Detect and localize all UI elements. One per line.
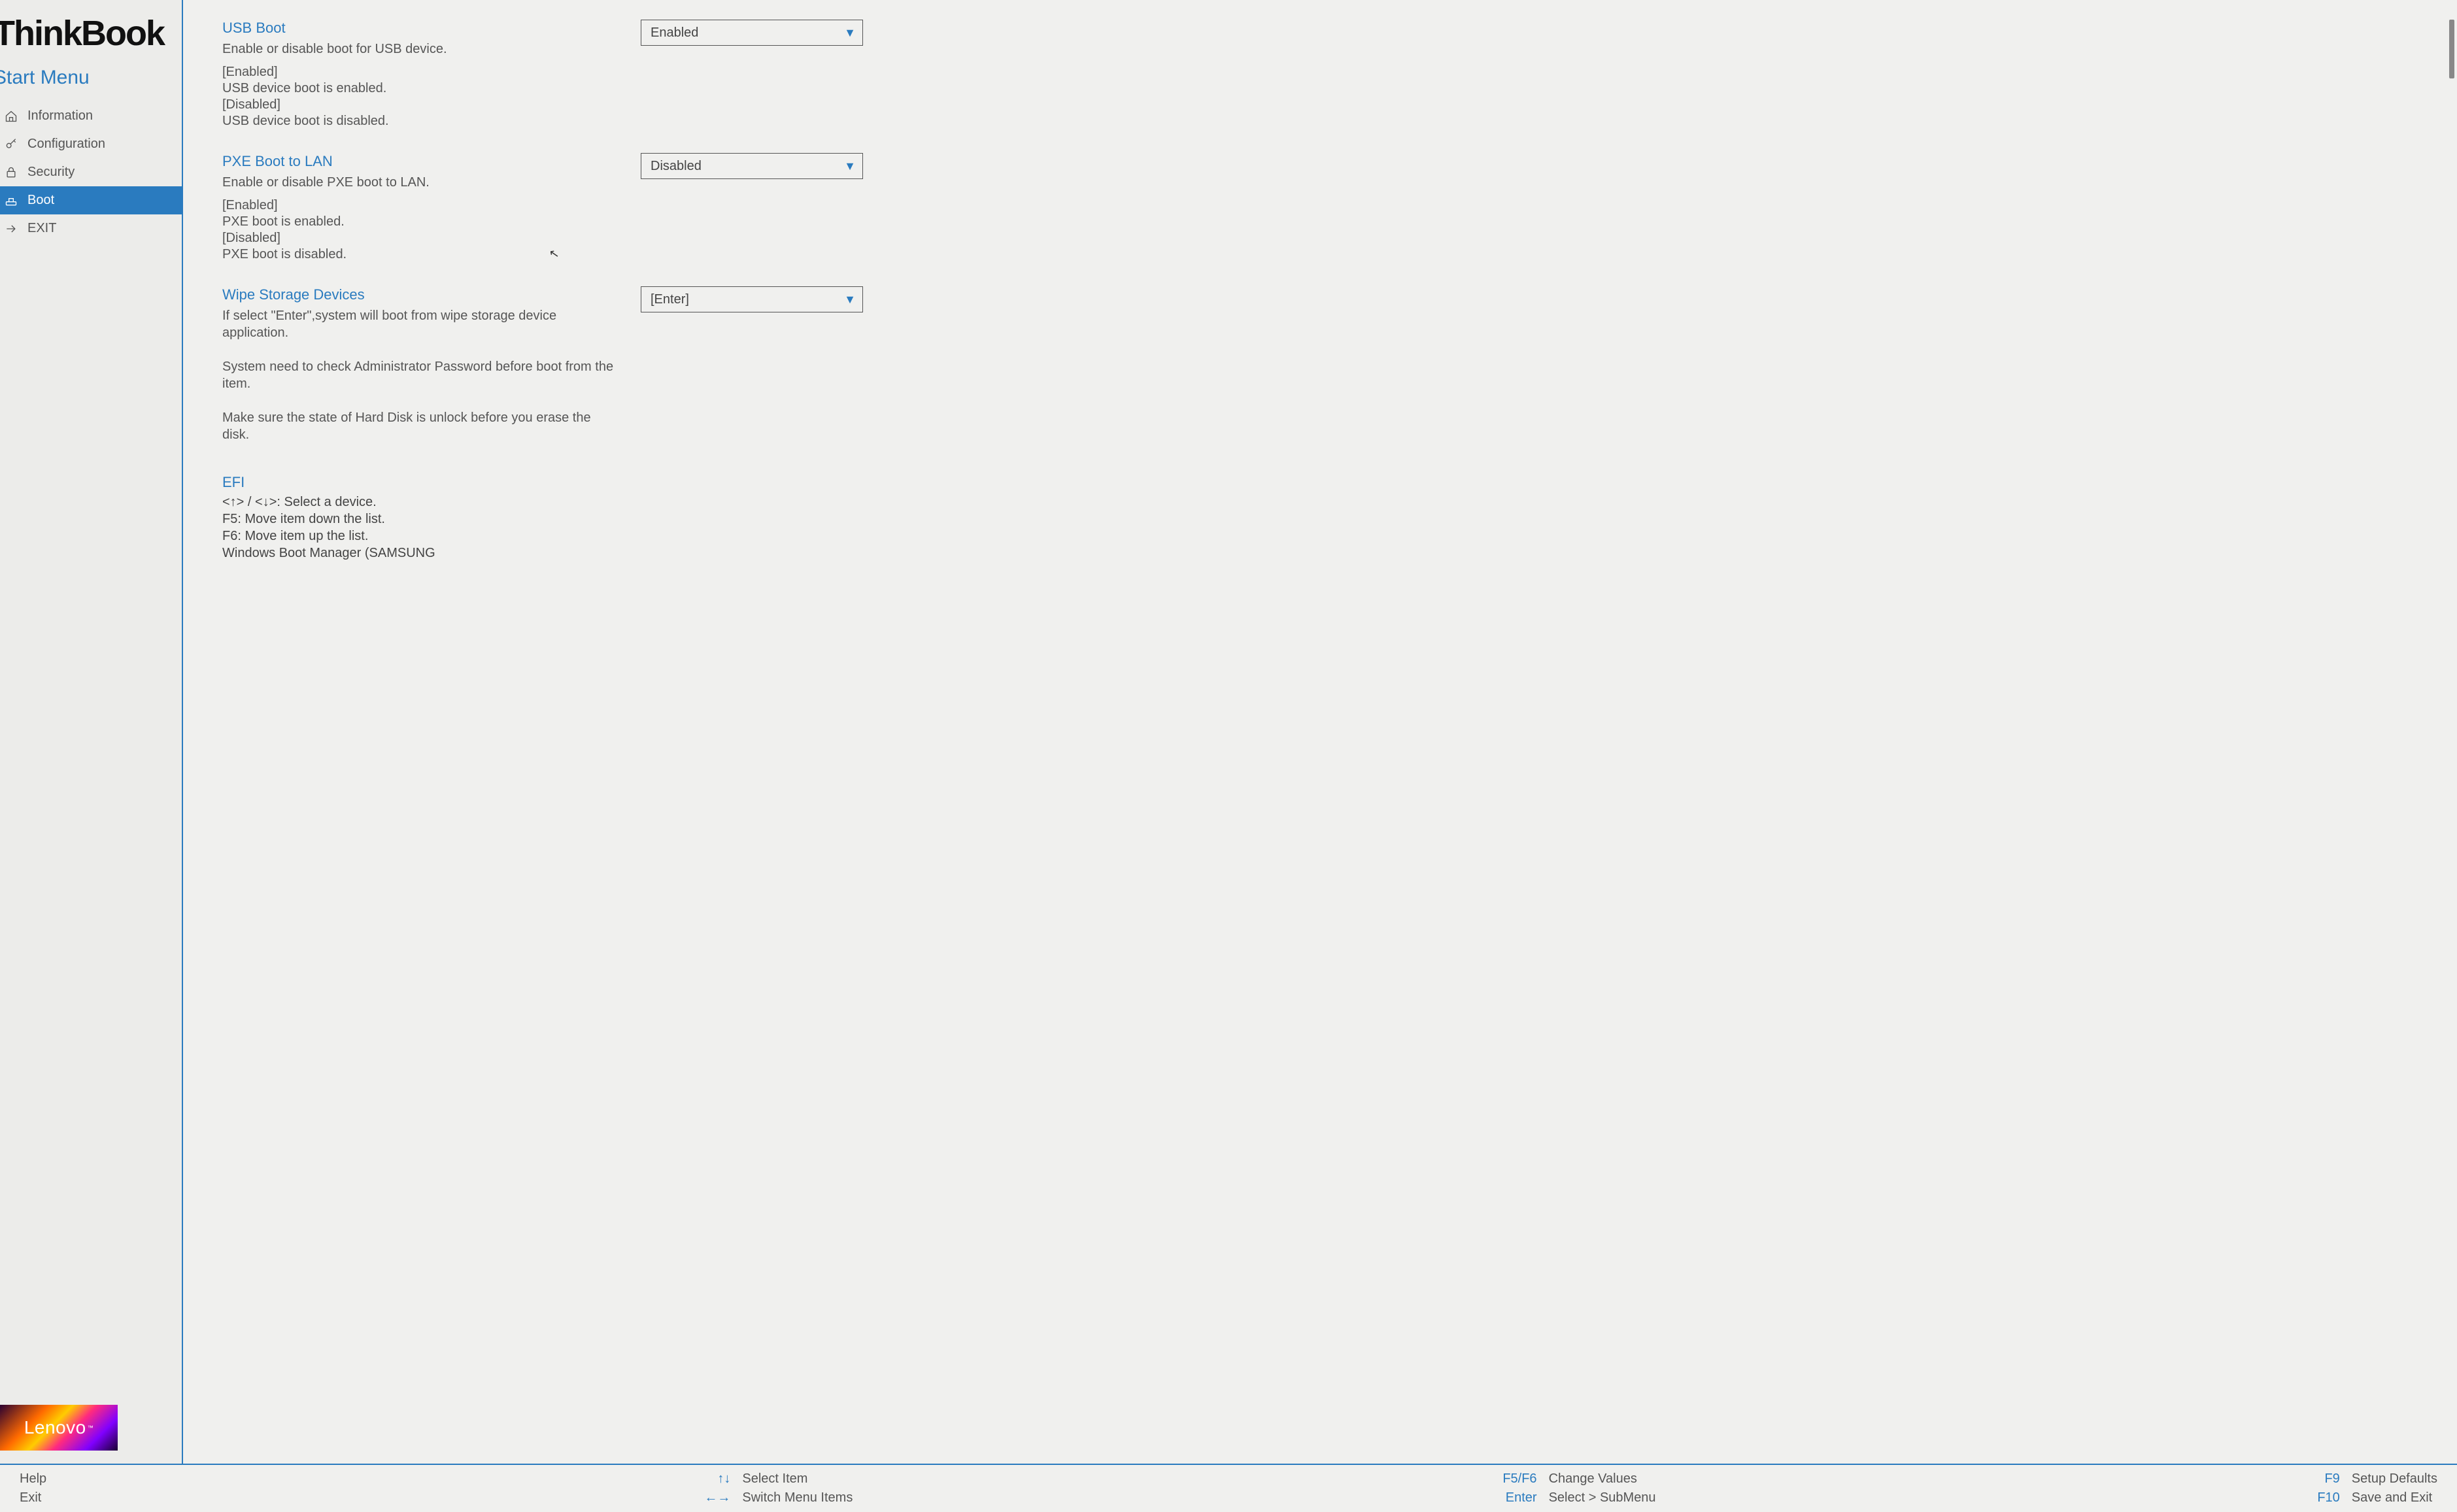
- lenovo-logo-text: Lenovo: [24, 1417, 86, 1438]
- home-icon: [4, 109, 18, 124]
- setting-usb-boot: USB Boot Enable or disable boot for USB …: [222, 20, 2418, 129]
- dropdown-value: Enabled: [651, 25, 698, 41]
- sidebar-item-label: EXIT: [27, 221, 56, 236]
- setting-description: If select "Enter",system will boot from …: [222, 307, 615, 443]
- footer-label-select-submenu: Select > SubMenu: [1549, 1490, 1656, 1505]
- setting-title: Wipe Storage Devices: [222, 286, 615, 303]
- lenovo-logo: Lenovo™: [0, 1405, 118, 1451]
- content-pane: USB Boot Enable or disable boot for USB …: [183, 0, 2457, 1464]
- sidebar-item-configuration[interactable]: Configuration: [0, 130, 182, 158]
- footer-label-switch-menu: Switch Menu Items: [742, 1490, 853, 1505]
- boot-icon: [4, 193, 18, 208]
- sidebar-item-information[interactable]: Information: [0, 102, 182, 130]
- setting-pxe-boot: PXE Boot to LAN Enable or disable PXE bo…: [222, 153, 2418, 263]
- dropdown-value: [Enter]: [651, 292, 689, 307]
- setting-title: USB Boot: [222, 20, 615, 37]
- footer-key-f10: F10: [2301, 1490, 2340, 1505]
- footer-label-save-exit: Save and Exit: [2352, 1490, 2437, 1505]
- footer-key-enter: Enter: [1498, 1490, 1537, 1505]
- footer-left: Help Exit: [20, 1471, 46, 1505]
- sidebar-item-label: Security: [27, 165, 75, 180]
- sidebar-item-security[interactable]: Security: [0, 158, 182, 186]
- dropdown-value: Disabled: [651, 159, 702, 174]
- arrow-right-icon: [4, 222, 18, 236]
- sidebar-item-exit[interactable]: EXIT: [0, 214, 182, 243]
- chevron-down-icon: ▼: [844, 160, 856, 173]
- sidebar-title: Start Menu: [0, 60, 182, 102]
- chevron-down-icon: ▼: [844, 293, 856, 307]
- footer-bar: Help Exit ↑↓ ←→ Select Item Switch Menu …: [0, 1464, 2457, 1512]
- footer-exit-label[interactable]: Exit: [20, 1490, 46, 1505]
- setting-description: Enable or disable boot for USB device.: [222, 41, 615, 58]
- sidebar-menu: Information Configuration Security: [0, 102, 182, 243]
- footer-key-updown: ↑↓: [691, 1471, 730, 1487]
- usb-boot-dropdown[interactable]: Enabled ▼: [641, 20, 863, 46]
- footer-key-leftright: ←→: [691, 1490, 730, 1505]
- footer-key-f9: F9: [2301, 1471, 2340, 1487]
- sidebar-item-boot[interactable]: Boot: [0, 186, 182, 214]
- scrollbar[interactable]: [2449, 20, 2454, 78]
- setting-wipe-storage: Wipe Storage Devices If select "Enter",s…: [222, 286, 2418, 450]
- efi-section: EFI <↑> / <↓>: Select a device. F5: Move…: [222, 473, 2418, 562]
- footer-key-f5f6: F5/F6: [1498, 1471, 1537, 1487]
- sidebar-item-label: Configuration: [27, 137, 105, 152]
- setting-description: Enable or disable PXE boot to LAN.: [222, 174, 615, 191]
- footer-label-setup-defaults: Setup Defaults: [2352, 1471, 2437, 1487]
- efi-title: EFI: [222, 473, 2418, 492]
- lock-icon: [4, 165, 18, 180]
- sidebar: ThinkBook Start Menu Information Configu…: [0, 0, 183, 1464]
- sidebar-item-label: Information: [27, 109, 93, 124]
- sidebar-item-label: Boot: [27, 193, 54, 208]
- footer-help-label[interactable]: Help: [20, 1471, 46, 1487]
- footer-label-select-item: Select Item: [742, 1471, 853, 1487]
- setting-options-text: [Enabled] PXE boot is enabled. [Disabled…: [222, 197, 615, 263]
- efi-help-text: <↑> / <↓>: Select a device. F5: Move ite…: [222, 494, 2418, 562]
- pxe-boot-dropdown[interactable]: Disabled ▼: [641, 153, 863, 179]
- brand-logo-text: ThinkBook: [0, 0, 182, 60]
- wipe-storage-dropdown[interactable]: [Enter] ▼: [641, 286, 863, 312]
- setting-options-text: [Enabled] USB device boot is enabled. [D…: [222, 64, 615, 129]
- key-icon: [4, 137, 18, 152]
- chevron-down-icon: ▼: [844, 26, 856, 40]
- footer-label-change-values: Change Values: [1549, 1471, 1656, 1487]
- setting-title: PXE Boot to LAN: [222, 153, 615, 170]
